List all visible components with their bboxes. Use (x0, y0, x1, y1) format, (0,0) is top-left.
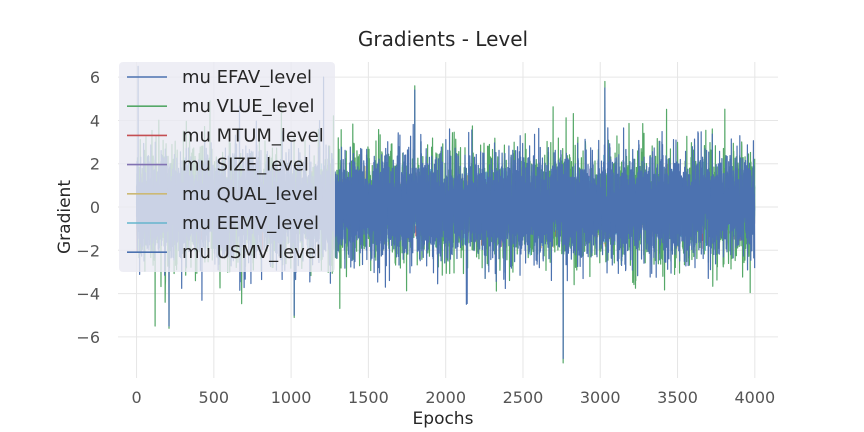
legend-label: mu USMV_level (182, 242, 321, 263)
legend-label: mu EFAV_level (182, 67, 312, 88)
x-tick-label: 3000 (580, 388, 621, 407)
legend-label: mu VLUE_level (182, 96, 314, 117)
legend-label: mu QUAL_level (182, 184, 318, 205)
legend-box (119, 62, 335, 272)
y-tick-label: 2 (90, 155, 100, 174)
y-tick-label: 6 (90, 68, 100, 87)
y-tick-label: −6 (76, 328, 100, 347)
x-tick-label: 0 (131, 388, 141, 407)
x-axis-label: Epochs (413, 409, 474, 429)
y-tick-label: 4 (90, 111, 100, 130)
legend-label: mu SIZE_level (182, 155, 309, 176)
y-axis-label: Gradient (55, 180, 75, 254)
chart-title: Gradients - Level (358, 27, 528, 51)
x-tick-label: 3500 (657, 388, 698, 407)
x-tick-label: 2500 (503, 388, 544, 407)
x-tick-label: 500 (199, 388, 230, 407)
legend-label: mu MTUM_level (182, 125, 324, 146)
legend-label: mu EEMV_level (182, 213, 319, 234)
y-tick-label: −2 (76, 241, 100, 260)
y-tick-label: −4 (76, 285, 100, 304)
x-tick-label: 2000 (425, 388, 466, 407)
tick-labels: 0 500 1000 1500 2000 2500 3000 3500 4000 −6 −4 −2 0 2… (76, 68, 775, 407)
x-tick-label: 4000 (734, 388, 775, 407)
x-tick-label: 1500 (348, 388, 389, 407)
x-tick-label: 1000 (271, 388, 312, 407)
y-tick-label: 0 (90, 198, 100, 217)
